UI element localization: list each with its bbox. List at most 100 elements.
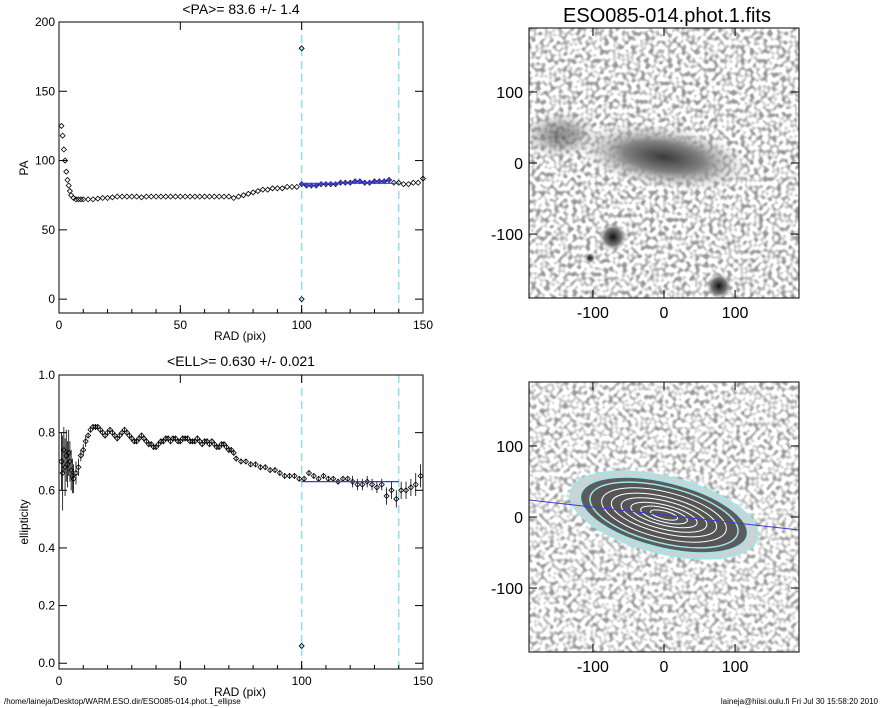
ell-point: [85, 432, 92, 439]
star: [585, 253, 595, 263]
pa-fit-point: [338, 180, 343, 185]
pa-point: [245, 190, 252, 197]
ell-point: [80, 446, 87, 454]
ell-point: [271, 467, 279, 474]
pa-point: [211, 193, 218, 200]
ell-point: [310, 472, 317, 479]
pa-point: [58, 122, 65, 129]
pa-point: [99, 194, 106, 202]
galaxy-image-panel: ESO085-014.phot.1.fits: [491, 5, 800, 322]
ell-point: [383, 492, 390, 500]
ell-point: [320, 472, 327, 479]
image-xtick-label: 100: [722, 305, 749, 322]
pa-point: [201, 193, 208, 200]
ell-xtick-label: 50: [174, 674, 188, 688]
pa-point: [153, 193, 160, 200]
image-ytick-label: -100: [491, 581, 523, 598]
pa-point: [133, 193, 140, 200]
pa-fit-point: [372, 179, 377, 184]
ell-point: [301, 475, 308, 482]
pa-fit-point: [367, 180, 372, 185]
pa-point: [220, 193, 228, 200]
ell-title: <ELL>= 0.630 +/- 0.021: [167, 353, 315, 369]
image-xtick-label: -100: [577, 659, 609, 676]
pa-point: [284, 183, 291, 190]
image-xtick-label: 0: [660, 659, 669, 676]
image-axes: -100 0 100 100 0 -100: [491, 382, 799, 676]
ell-point: [69, 472, 76, 479]
pa-point: [77, 196, 84, 203]
pa-point: [405, 181, 412, 188]
image-axes: -100 0 100 100 0 -100: [491, 28, 799, 322]
pa-point: [196, 193, 203, 200]
pa-point: [230, 194, 237, 202]
ell-point: [407, 484, 414, 491]
pa-point: [235, 193, 242, 200]
pa-point: [225, 193, 232, 200]
pa-fit-point: [382, 179, 387, 184]
footer-stamp: laineja@hiisi.oulu.fi Fri Jul 30 15:58:2…: [721, 697, 879, 706]
ell-point: [393, 495, 400, 503]
pa-fit-point: [314, 183, 319, 188]
ell-ylabel: ellipticity: [17, 499, 31, 544]
pa-fit-point: [357, 179, 362, 184]
pa-point: [279, 185, 286, 192]
pa-point: [70, 194, 77, 202]
pa-point: [109, 194, 116, 201]
pa-point: [89, 196, 97, 203]
image-title: ESO085-014.phot.1.fits: [563, 5, 771, 27]
pa-fit-point: [299, 182, 304, 187]
star: [706, 273, 732, 298]
ell-point: [330, 475, 337, 482]
companion-galaxy: [529, 111, 600, 159]
ell-point: [291, 472, 298, 479]
footer-path: /home/laineja/Desktop/WARM.ESO.dir/ESO08…: [4, 697, 241, 706]
ell-ytick-label: 0.8: [38, 426, 55, 440]
ell-ytick-label: 0.4: [38, 541, 55, 555]
ell-plot-area: 0 50 100 150 0.0 0.2 0.4 0.6 0.8 1.0: [38, 368, 433, 688]
pa-ytick-label: 100: [35, 154, 55, 168]
pa-panel: <PA>= 83.6 +/- 1.4 RAD (pix) PA 0 50 100 15…: [17, 1, 433, 343]
pa-fit-point: [309, 183, 314, 188]
pa-point: [191, 193, 198, 200]
pa-point: [419, 175, 427, 182]
pa-fit-point: [348, 180, 353, 185]
pa-xtick-label: 0: [56, 318, 63, 332]
pa-ytick-label: 200: [35, 15, 55, 29]
ell-point: [373, 484, 380, 491]
pa-point: [410, 179, 417, 186]
pa-point: [148, 193, 155, 200]
image-xtick-label: 0: [660, 305, 669, 322]
pa-point: [216, 193, 223, 200]
ell-outlier: [298, 642, 305, 650]
pa-point: [293, 183, 300, 190]
ell-xlabel: RAD (pix): [214, 685, 266, 699]
ell-point: [252, 461, 259, 468]
ell-point: [388, 487, 395, 494]
pa-point: [59, 132, 66, 139]
ell-point: [305, 469, 313, 477]
pa-point: [395, 179, 402, 186]
pa-point: [143, 193, 150, 200]
pa-point: [269, 185, 276, 192]
pa-point: [250, 189, 257, 196]
ell-point: [75, 464, 82, 471]
pa-xtick-label: 100: [292, 318, 312, 332]
ell-point: [344, 475, 351, 482]
image-xtick-label: -100: [577, 305, 609, 322]
star: [599, 223, 627, 251]
pa-point: [167, 193, 174, 200]
image-ytick-label: -100: [491, 227, 523, 244]
pa-point: [206, 193, 213, 200]
pa-point: [415, 179, 422, 186]
image-ytick-label: 100: [496, 85, 523, 102]
ellipticity-panel: <ELL>= 0.630 +/- 0.021 RAD (pix) ellipti…: [17, 353, 433, 699]
pa-outlier: [298, 45, 305, 52]
galaxy: [576, 123, 752, 191]
pa-point: [63, 168, 70, 175]
pa-xlabel: RAD (pix): [214, 329, 266, 343]
pa-fit-point: [387, 177, 392, 182]
pa-outlier: [298, 296, 305, 303]
ell-point: [276, 469, 283, 477]
